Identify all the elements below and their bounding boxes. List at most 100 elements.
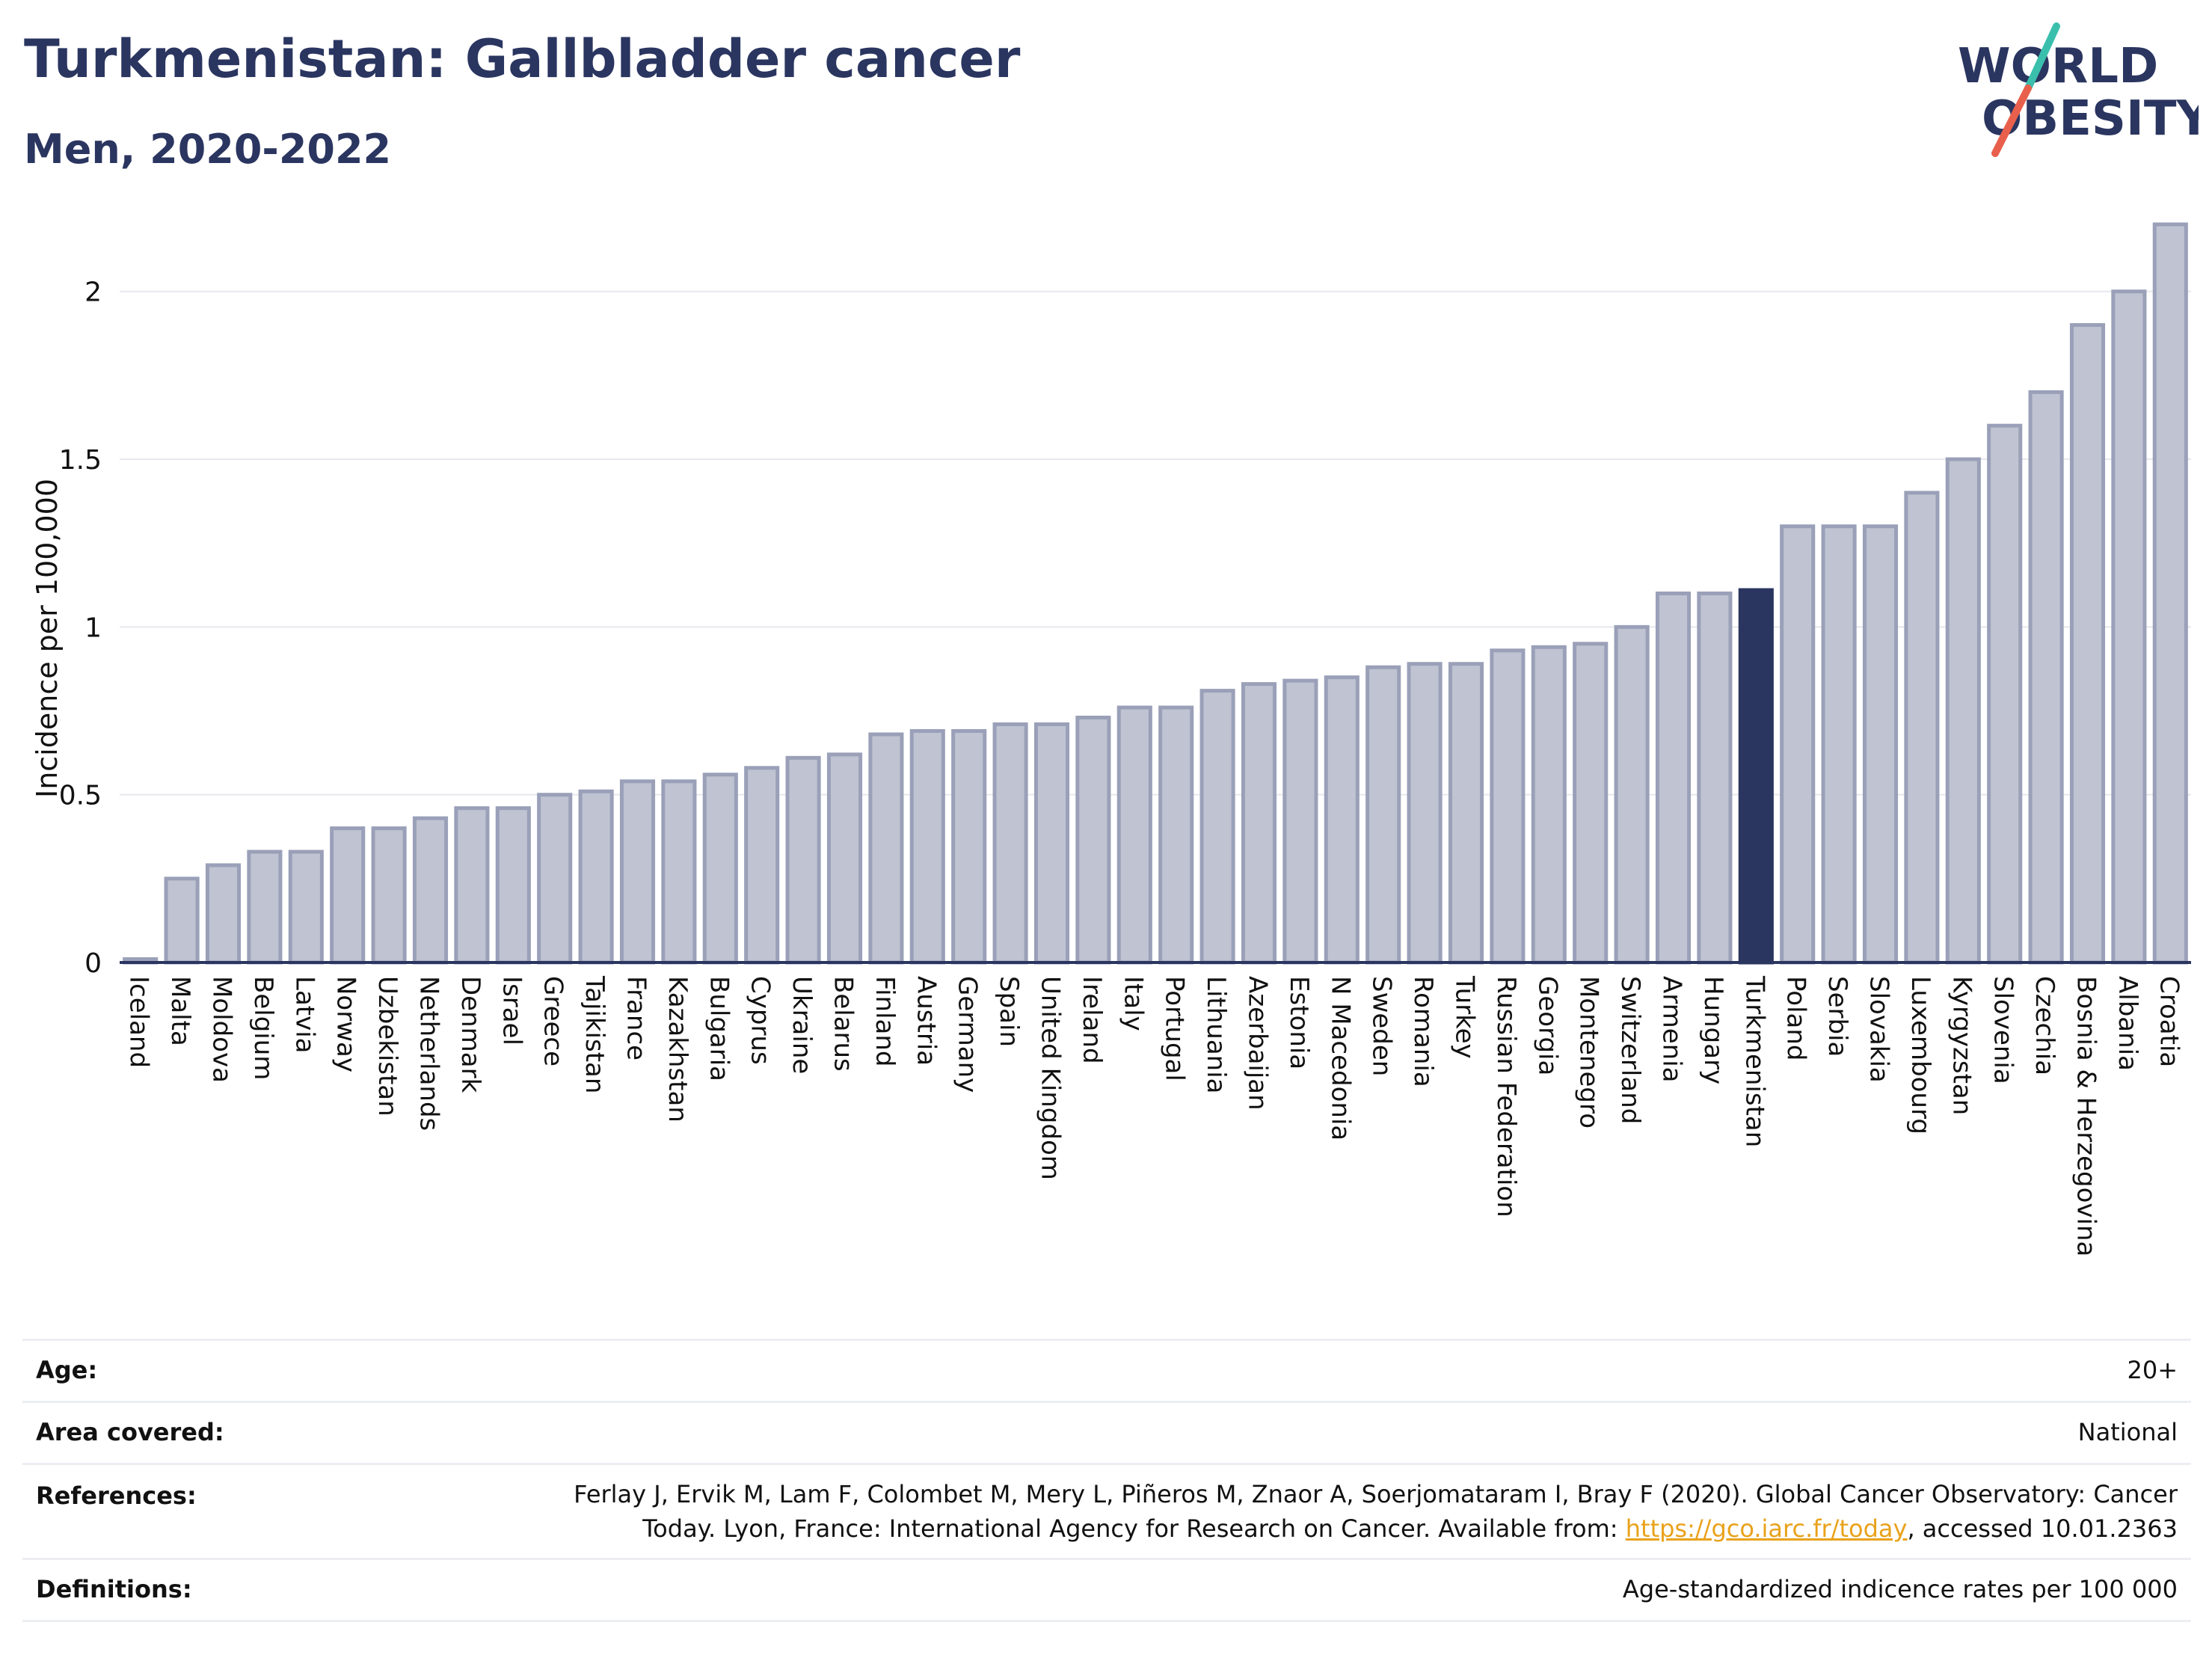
x-tick-label: Turkey xyxy=(1450,975,1480,1059)
bar xyxy=(1365,665,1401,965)
bar xyxy=(826,752,863,965)
references-link[interactable]: https://gco.iarc.fr/today xyxy=(1625,1514,1908,1543)
x-tick-label: Ukraine xyxy=(787,976,817,1074)
x-tick-label: Ireland xyxy=(1077,976,1107,1064)
y-tick-label: 1 xyxy=(85,612,102,643)
bar xyxy=(702,773,738,965)
bar xyxy=(1904,491,1940,965)
logo-line1: WORLD xyxy=(1958,39,2158,94)
bar xyxy=(2152,222,2188,965)
x-tick-label: Estonia xyxy=(1284,976,1314,1069)
bar xyxy=(1862,524,1899,965)
bar xyxy=(1780,524,1816,965)
x-tick-label: Finland xyxy=(870,976,900,1067)
definitions-label: Definitions: xyxy=(36,1575,192,1603)
x-tick-label: Georgia xyxy=(1532,976,1562,1075)
bar xyxy=(371,826,407,965)
area-label: Area covered: xyxy=(36,1418,224,1446)
bar xyxy=(1324,675,1360,965)
x-tick-label: Israel xyxy=(497,976,526,1045)
bar xyxy=(1614,624,1650,965)
references-line1: Ferlay J, Ervik M, Lam F, Colombet M, Me… xyxy=(574,1480,2178,1508)
references-line2: Today. Lyon, France: International Agenc… xyxy=(574,1511,2178,1546)
x-tick-label: Azerbaijan xyxy=(1243,976,1273,1111)
bar xyxy=(1531,645,1567,965)
x-tick-label: Uzbekistan xyxy=(372,976,402,1117)
bar xyxy=(2069,323,2106,965)
x-tick-label: Greece xyxy=(538,976,568,1066)
bar xyxy=(330,826,366,965)
bar xyxy=(205,863,242,965)
y-tick-label: 1.5 xyxy=(59,445,102,476)
x-tick-label: Montenegro xyxy=(1574,976,1604,1129)
references-line2-post: , accessed 10.01.2363 xyxy=(1907,1514,2178,1543)
x-tick-label: Russian Federation xyxy=(1491,976,1521,1218)
bar xyxy=(1158,705,1194,965)
references-value: Ferlay J, Ervik M, Lam F, Colombet M, Me… xyxy=(574,1477,2178,1546)
bar xyxy=(1199,689,1235,965)
x-tick-label: Slovenia xyxy=(1988,976,2018,1084)
logo-slash-teal xyxy=(2024,22,2060,92)
bar xyxy=(1573,642,1609,965)
x-tick-label: Norway xyxy=(331,976,361,1072)
y-tick-label: 2 xyxy=(85,277,102,308)
bar xyxy=(619,779,656,965)
x-tick-label: Czechia xyxy=(2030,976,2059,1075)
bar xyxy=(992,722,1028,965)
world-obesity-logo: WORLD OBESITY xyxy=(1958,22,2199,157)
bar xyxy=(1407,662,1443,965)
x-tick-label: N Macedonia xyxy=(1325,976,1355,1140)
x-tick-label: Belarus xyxy=(829,976,858,1072)
x-tick-label: Tajikistan xyxy=(580,975,609,1093)
bar xyxy=(537,793,573,965)
bar xyxy=(1448,662,1484,965)
age-label: Age: xyxy=(36,1356,98,1384)
x-tick-label: Lithuania xyxy=(1201,976,1231,1093)
x-tick-label: Moldova xyxy=(207,976,237,1083)
x-tick-label: Italy xyxy=(1118,976,1148,1031)
bar xyxy=(868,732,904,965)
references-line2-pre: Today. Lyon, France: International Agenc… xyxy=(642,1514,1626,1543)
bar xyxy=(1738,588,1774,965)
x-tick-label: Turkmenistan xyxy=(1739,975,1769,1147)
bar xyxy=(1945,457,1981,965)
bar xyxy=(1821,524,1857,965)
info-row-area: Area covered: National xyxy=(22,1401,2191,1463)
bar xyxy=(247,850,283,965)
bar xyxy=(1490,648,1526,965)
bar xyxy=(1697,592,1733,965)
y-axis-label: Incidence per 100,000 xyxy=(31,479,64,798)
info-row-references: References: Ferlay J, Ervik M, Lam F, Co… xyxy=(22,1463,2191,1558)
x-tick-label: Luxembourg xyxy=(1905,976,1935,1134)
bar xyxy=(412,816,449,965)
age-value: 20+ xyxy=(2127,1356,2178,1384)
x-tick-label: Germany xyxy=(953,976,983,1093)
bar xyxy=(1655,592,1692,965)
y-tick-label: 0 xyxy=(85,948,102,979)
bar xyxy=(454,806,490,965)
x-tick-label: Malta xyxy=(165,976,195,1046)
y-tick-label: 0.5 xyxy=(59,781,102,811)
x-tick-label: Armenia xyxy=(1657,976,1687,1083)
x-tick-label: Netherlands xyxy=(414,976,444,1131)
x-tick-label: Bulgaria xyxy=(704,976,734,1081)
references-label: References: xyxy=(36,1481,197,1510)
bar xyxy=(288,850,324,965)
bar-chart: 0 0.5 1 1.5 2 Iceland Malta Moldova Belgium Latvi… xyxy=(31,222,2191,1256)
x-tick-label: Switzerland xyxy=(1615,976,1645,1124)
x-tick-label: Iceland xyxy=(124,976,154,1068)
x-tick-label: Poland xyxy=(1781,976,1811,1061)
bar xyxy=(951,728,987,965)
x-tick-label: Cyprus xyxy=(746,976,775,1065)
x-tick-label: Serbia xyxy=(1822,976,1852,1057)
x-tick-label: Hungary xyxy=(1698,976,1728,1084)
axis-layer: 0 0.5 1 1.5 2 Iceland Malta Moldova Belgium Latvi… xyxy=(59,277,2191,1256)
x-tick-label: Kazakhstan xyxy=(663,976,692,1123)
info-row-definitions: Definitions: Age-standardized indicence … xyxy=(22,1558,2191,1622)
bar xyxy=(495,806,531,965)
x-tick-label: Kyrgyzstan xyxy=(1947,976,1976,1115)
bar xyxy=(785,755,821,965)
bar xyxy=(1987,423,2023,965)
bar xyxy=(1241,682,1277,965)
x-tick-label: Spain xyxy=(994,976,1024,1047)
